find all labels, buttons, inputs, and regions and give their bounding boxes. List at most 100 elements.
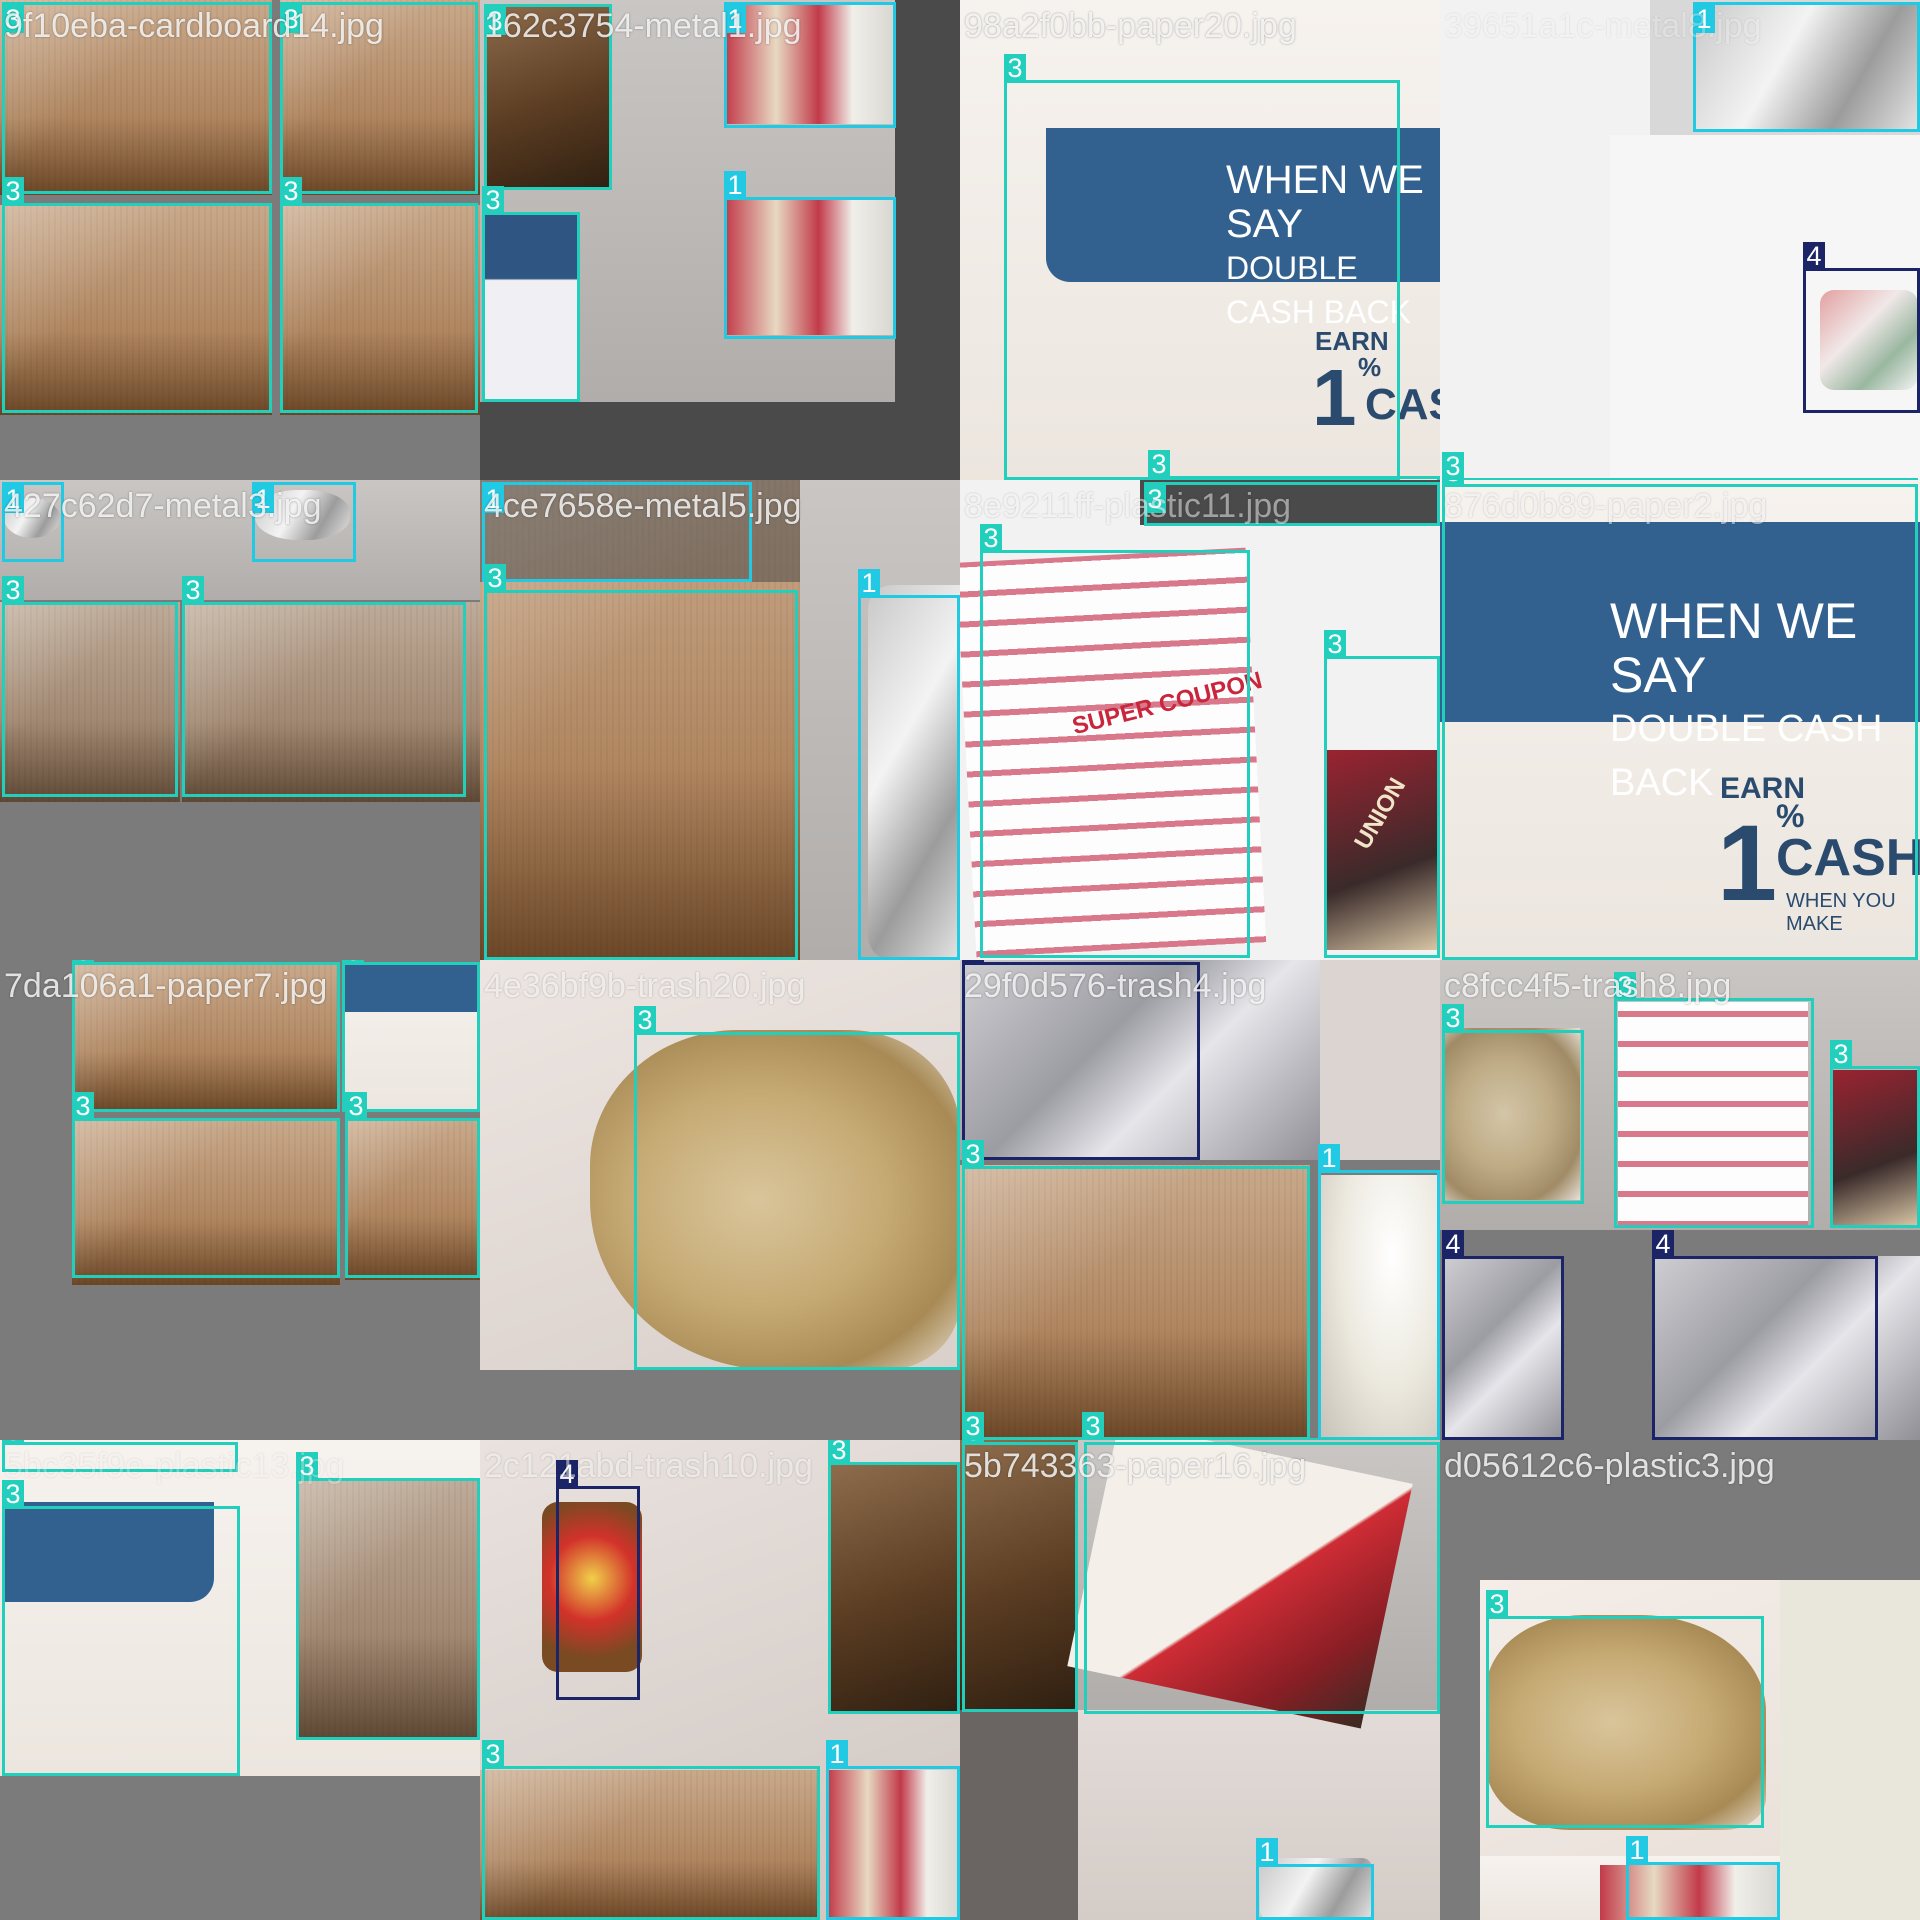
detection-box: 3 <box>1830 1040 1920 1228</box>
photo <box>868 585 960 960</box>
earn-cash: CASH <box>1365 380 1440 429</box>
class-label: 3 <box>342 960 364 965</box>
class-label: 3 <box>72 1092 94 1120</box>
detection-box: 3 <box>2 2 272 194</box>
detection-box: 3 <box>1144 482 1440 526</box>
detection-box: 3 <box>484 4 612 190</box>
class-label: 1 <box>724 171 746 199</box>
detection-box: 1 <box>826 1740 960 1920</box>
class-label: 1 <box>724 5 746 33</box>
class-label: 3 <box>1148 450 1170 478</box>
class-label: 3 <box>280 177 302 205</box>
earn-percent: % <box>1358 352 1382 382</box>
photo <box>1442 1028 1580 1200</box>
photo <box>1618 1002 1808 1227</box>
photo <box>1780 1580 1920 1920</box>
photo <box>298 1480 480 1738</box>
photo <box>484 4 612 190</box>
photo <box>345 1120 480 1280</box>
photo <box>484 212 579 402</box>
class-label: 3 <box>962 1440 984 1445</box>
class-label: 3 <box>296 1452 318 1480</box>
class-label: 1 <box>826 1740 848 1768</box>
photo <box>480 480 800 582</box>
class-label: 4 <box>1803 242 1825 270</box>
tile-paper20: WHEN WE SAY DOUBLE CASH BACK EARN 1 % CA… <box>960 0 1440 480</box>
detection-box: 3 <box>2 1480 240 1776</box>
detection-box: 3 <box>962 1440 1078 1712</box>
banner-text: WHEN WE SAY <box>1610 593 1858 703</box>
tile-paper2: WHEN WE SAY DOUBLE CASH BACK EARN 1 % CA… <box>1440 480 1920 960</box>
detection-box: 4 <box>556 1460 640 1700</box>
detection-box: 3 <box>482 186 580 402</box>
tile-plastic11: SUPER COUPON UNION 3 3 3 8e9211ff-plasti… <box>960 480 1440 960</box>
class-label: 3 <box>2 576 24 604</box>
detection-box: 4 <box>1803 242 1920 413</box>
class-label: 3 <box>1442 1004 1464 1032</box>
class-label: 1 <box>482 485 504 513</box>
photo <box>1140 480 1440 525</box>
class-label: 3 <box>634 1006 656 1034</box>
detection-box: 1 <box>724 2 896 128</box>
photo <box>725 4 895 124</box>
detection-box: 3 <box>1148 450 1440 480</box>
earn-percent: % <box>1776 798 1805 834</box>
tile-metal8: 1 4 3 39651a1c-metal8.jpg <box>1440 0 1920 480</box>
detection-box: 4 <box>1652 1230 1878 1440</box>
photo <box>828 1770 960 1920</box>
detection-box: 1 <box>1256 1838 1374 1920</box>
detection-box: 3 <box>1614 972 1814 1228</box>
detection-box: 3 <box>962 1140 1310 1440</box>
tile-metal3: 1 1 3 3 427c62d7-metal3.jpg <box>0 480 480 960</box>
tile-plastic3: 3 1 d05612c6-plastic3.jpg <box>1440 1440 1920 1920</box>
photo <box>72 1120 340 1285</box>
detection-box: 3 <box>1004 54 1400 480</box>
detection-box: 3 <box>182 576 466 797</box>
photo <box>960 1710 1078 1920</box>
detection-box: 1 <box>858 569 960 960</box>
detection-box: 3 <box>280 177 478 413</box>
class-label: 3 <box>2 1480 24 1508</box>
detection-box: 3 <box>962 1412 1052 1440</box>
detection-box: 3 <box>345 1092 480 1278</box>
detection-box: 3 <box>828 1440 960 1714</box>
detection-box: 3 <box>2 576 178 797</box>
photo <box>0 205 272 415</box>
photo <box>280 0 480 195</box>
detection-box: 3 <box>2 1440 238 1472</box>
photo <box>1832 1070 1920 1225</box>
class-label: 3 <box>1614 972 1636 1000</box>
class-label: 3 <box>484 7 506 35</box>
class-label: 3 <box>1442 452 1464 480</box>
detection-box: 3 <box>72 960 340 1112</box>
earn-number: 1 <box>1717 802 1778 923</box>
tile-trash20: 3 4e36bf9b-trash20.jpg <box>480 960 960 1440</box>
class-label: 3 <box>484 564 506 592</box>
earn-subtext: WHEN YOU MAKE <box>1786 890 1896 935</box>
class-label: 3 <box>1082 1412 1104 1440</box>
photo <box>182 602 480 802</box>
earn-cash: CASH <box>1776 829 1920 887</box>
photo <box>1820 290 1918 390</box>
class-label: 3 <box>280 5 302 33</box>
class-label: 4 <box>556 1460 578 1488</box>
detection-box: 3 <box>482 1740 820 1920</box>
class-label: 1 <box>858 569 880 597</box>
earn-number: 1 <box>1312 353 1357 442</box>
tile-trash8: 3 3 3 4 4 c8fcc4f5-trash8.jpg <box>1440 960 1920 1440</box>
detection-box: 3 <box>296 1452 480 1740</box>
class-label: 3 <box>1442 480 1464 486</box>
detection-box: 4 <box>962 960 1200 1160</box>
class-label: 4 <box>1442 1230 1464 1258</box>
detection-box: 1 <box>252 482 356 562</box>
tile-paper16: 3 1 5b743363-paper16.jpg <box>960 1440 1440 1920</box>
tile-paper7: 3 3 3 3 7da106a1-paper7.jpg <box>0 960 480 1440</box>
class-label: 1 <box>1318 1144 1340 1172</box>
photo <box>1442 1256 1564 1440</box>
tile-metal1: 3 1 3 1 162c3754-metal1.jpg <box>480 0 960 480</box>
tile-metal5: 1 3 1 4ce7658e-metal5.jpg <box>480 480 960 960</box>
tile-trash10: 4 3 3 1 2c121abd-trash10.jpg <box>480 1440 960 1920</box>
photo <box>1600 1865 1780 1920</box>
detection-box: 1 <box>1693 2 1920 132</box>
detection-box: 4 <box>1442 1230 1564 1440</box>
